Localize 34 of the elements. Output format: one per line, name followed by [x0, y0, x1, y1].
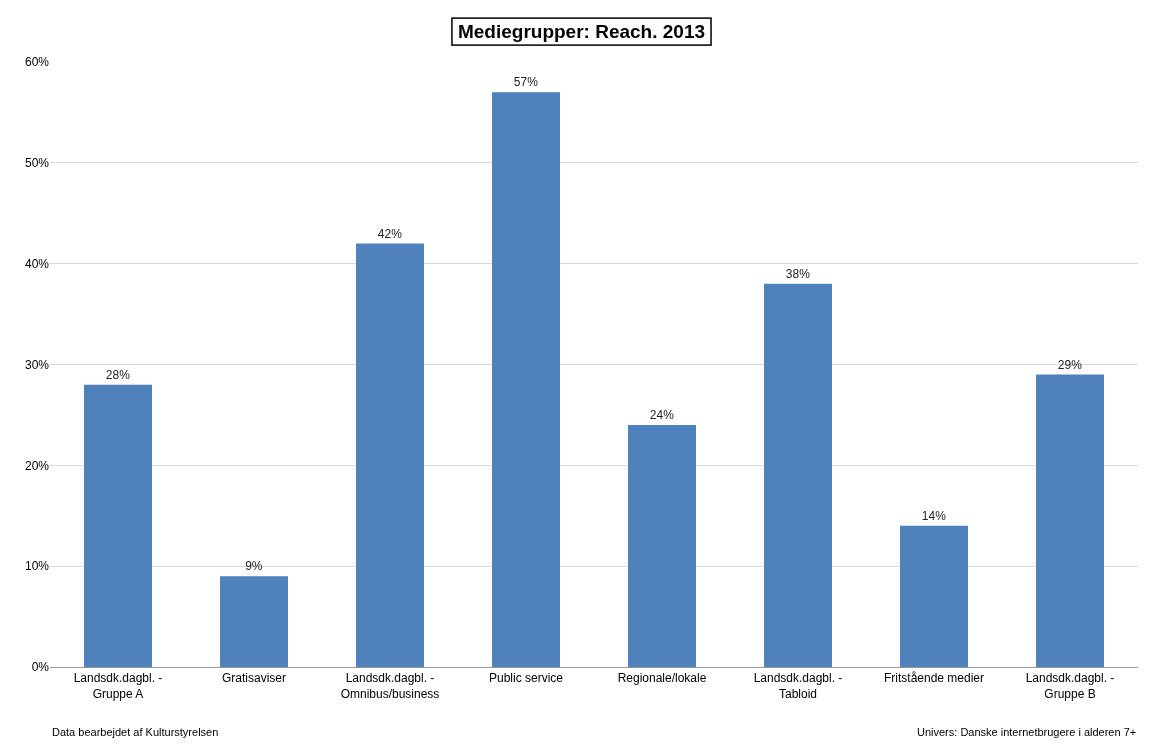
y-tick-label: 30%	[24, 357, 50, 372]
data-label: 28%	[105, 367, 131, 382]
y-tick-label: 10%	[24, 559, 50, 574]
y-tick-label: 0%	[31, 660, 50, 675]
y-tick-label: 60%	[24, 55, 50, 70]
text: Univers: Danske internetbrugere i alderen 7+	[917, 726, 1137, 738]
data-label: 42%	[377, 226, 403, 241]
data-label: 14%	[921, 508, 947, 523]
bar	[900, 525, 968, 667]
x-tick-label: Fritstående medier	[883, 671, 985, 686]
x-tick-label: Public service	[488, 671, 564, 686]
x-tick-label: Landsdk.dagbl. - Tabloid	[753, 671, 843, 701]
data-label: 24%	[649, 408, 675, 422]
x-tick-label: Landsdk.dagbl. - Omnibus/business	[340, 671, 440, 701]
bar	[492, 92, 560, 667]
text: Data bearbejdet af Kulturstyrelsen	[52, 726, 219, 738]
bar	[220, 576, 288, 667]
bar	[628, 425, 696, 667]
data-label: 57%	[513, 75, 539, 90]
y-tick-label: 20%	[24, 458, 50, 473]
data-label: 9%	[245, 559, 263, 574]
bar	[356, 243, 424, 667]
x-tick-label: Regionale/lokale	[617, 671, 707, 686]
bar	[1036, 374, 1104, 667]
x-tick-label: Landsdk.dagbl. - Gruppe A	[73, 671, 163, 701]
x-tick-label: Landsdk.dagbl. - Gruppe B	[1025, 671, 1115, 701]
y-tick-label: 50%	[24, 156, 50, 171]
bar	[84, 384, 152, 667]
data-label: 38%	[785, 266, 811, 281]
x-tick-label: Gratisaviser	[221, 671, 287, 686]
chart-title: Mediegrupper: Reach. 2013	[457, 21, 706, 43]
data-label: 29%	[1057, 357, 1083, 372]
bar	[764, 283, 832, 667]
y-tick-label: 40%	[24, 256, 50, 271]
